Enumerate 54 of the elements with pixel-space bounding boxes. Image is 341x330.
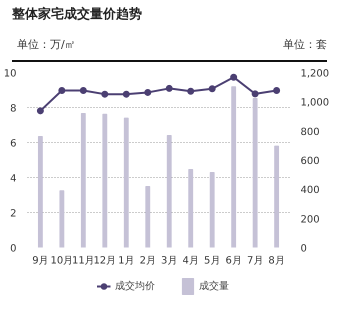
point bbox=[144, 89, 152, 96]
bar bbox=[166, 135, 172, 248]
bar bbox=[80, 113, 86, 248]
x-tick-label: 9月 bbox=[32, 256, 49, 267]
legend-label: 成交均价 bbox=[115, 280, 155, 294]
chart-title: 整体家宅成交量价趋势 bbox=[12, 6, 142, 24]
y2-tick-label: 1,000 bbox=[300, 98, 330, 109]
bar bbox=[252, 98, 258, 248]
y-tick-label: 2 bbox=[10, 208, 17, 220]
x-tick-label: 4月 bbox=[182, 256, 199, 267]
point bbox=[80, 87, 87, 94]
point bbox=[273, 87, 280, 94]
x-tick-label: 11月 bbox=[72, 256, 95, 267]
bar bbox=[210, 172, 215, 248]
y-axis-title: 单位：万/㎡ bbox=[17, 36, 76, 52]
bar bbox=[231, 86, 236, 248]
x-tick-label: 8月 bbox=[268, 256, 285, 267]
x-tick-label: 12月 bbox=[93, 256, 116, 267]
x-tick-label: 2月 bbox=[140, 256, 156, 267]
y-tick-label: 0 bbox=[10, 244, 17, 255]
bar bbox=[59, 190, 64, 248]
x-tick-label: 1月 bbox=[118, 256, 134, 267]
point bbox=[122, 90, 130, 98]
bar bbox=[188, 169, 194, 248]
point bbox=[230, 74, 238, 81]
legend-label: 成交量 bbox=[199, 280, 229, 294]
x-tick-label: 5月 bbox=[204, 256, 220, 267]
x-tick-label: 3月 bbox=[161, 256, 178, 267]
x-tick-label: 7月 bbox=[246, 256, 264, 267]
bar bbox=[145, 186, 150, 248]
point bbox=[187, 88, 194, 95]
y-tick-label: 8 bbox=[10, 104, 17, 115]
y2-tick-label: 200 bbox=[300, 214, 320, 226]
point bbox=[166, 85, 173, 92]
point bbox=[252, 90, 259, 98]
y-tick-label: 6 bbox=[10, 138, 17, 150]
x-tick-label: 6月 bbox=[225, 256, 242, 267]
bar bbox=[124, 118, 129, 248]
point bbox=[101, 90, 108, 98]
bar bbox=[274, 146, 280, 248]
y-tick-label: 4 bbox=[10, 174, 17, 185]
bar bbox=[102, 114, 108, 248]
point bbox=[208, 86, 216, 93]
y2-tick-label: 400 bbox=[300, 185, 320, 196]
y2-tick-label: 1,200 bbox=[300, 68, 330, 80]
y2-tick-label: 0 bbox=[300, 244, 307, 255]
y2-axis-title: 单位：套 bbox=[283, 36, 327, 52]
y2-tick-label: 800 bbox=[300, 127, 320, 138]
bar bbox=[38, 136, 43, 248]
y-tick-label: 10 bbox=[4, 68, 17, 80]
point bbox=[58, 87, 66, 94]
x-tick-label: 10月 bbox=[50, 256, 74, 267]
y2-tick-label: 600 bbox=[300, 156, 320, 168]
point bbox=[36, 108, 44, 115]
